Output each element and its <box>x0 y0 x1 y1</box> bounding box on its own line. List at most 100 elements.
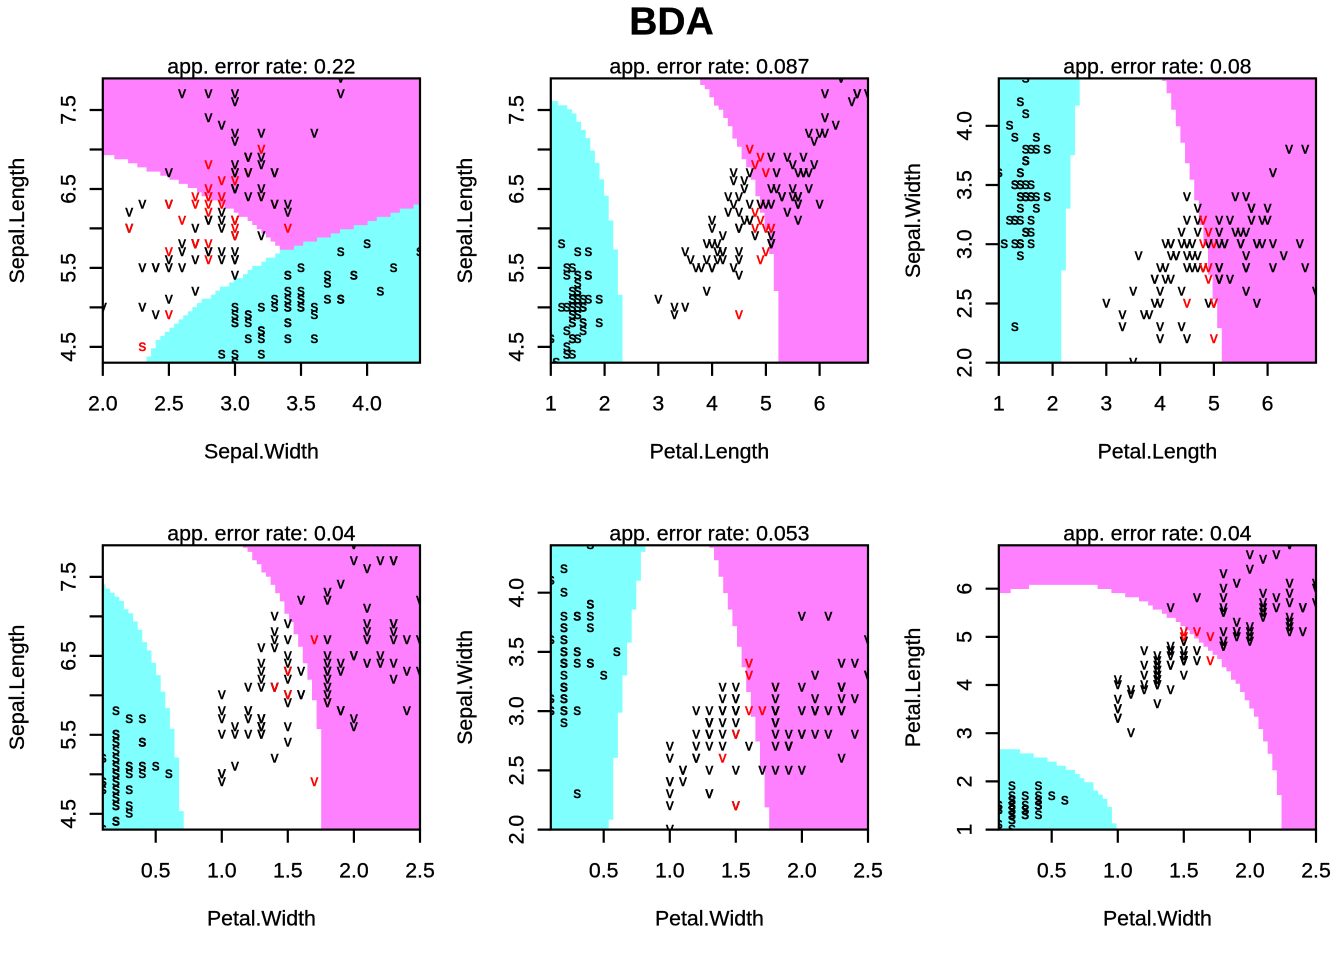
svg-text:v: v <box>205 188 213 205</box>
svg-text:s: s <box>995 816 1003 833</box>
svg-text:s: s <box>547 330 555 347</box>
svg-text:s: s <box>258 346 266 363</box>
svg-text:s: s <box>574 243 582 260</box>
svg-text:s: s <box>574 290 582 307</box>
svg-text:v: v <box>1280 247 1288 264</box>
svg-text:s: s <box>574 330 582 347</box>
svg-text:v: v <box>1220 623 1228 640</box>
svg-text:6.5: 6.5 <box>56 641 80 671</box>
svg-text:v: v <box>218 243 226 260</box>
svg-text:v: v <box>416 631 424 648</box>
svg-text:v: v <box>864 85 872 102</box>
svg-text:v: v <box>231 180 239 197</box>
svg-text:v: v <box>1253 294 1261 311</box>
svg-text:s: s <box>1021 801 1029 818</box>
svg-text:v: v <box>377 647 385 664</box>
svg-text:v: v <box>178 235 186 252</box>
svg-text:v: v <box>1286 613 1294 630</box>
svg-text:s: s <box>552 354 560 371</box>
svg-text:v: v <box>735 219 743 236</box>
svg-text:v: v <box>1180 623 1188 640</box>
svg-text:3: 3 <box>952 727 976 739</box>
svg-text:s: s <box>1008 796 1016 813</box>
svg-text:s: s <box>337 290 345 307</box>
svg-text:v: v <box>767 219 775 236</box>
svg-text:s: s <box>568 306 576 323</box>
svg-text:v: v <box>805 180 813 197</box>
svg-text:s: s <box>112 765 120 782</box>
svg-text:4.0: 4.0 <box>352 391 382 415</box>
svg-text:s: s <box>1027 140 1035 157</box>
svg-text:v: v <box>139 259 147 276</box>
svg-text:v: v <box>767 227 775 244</box>
svg-text:v: v <box>772 702 780 719</box>
svg-text:v: v <box>1299 599 1307 616</box>
svg-text:v: v <box>1205 223 1213 240</box>
svg-text:s: s <box>1022 69 1030 86</box>
svg-text:v: v <box>231 164 239 181</box>
svg-text:v: v <box>1296 235 1304 252</box>
svg-text:v: v <box>1183 188 1191 205</box>
svg-text:s: s <box>390 259 398 276</box>
svg-text:v: v <box>732 714 740 731</box>
svg-text:s: s <box>284 290 292 307</box>
svg-text:v: v <box>258 156 266 173</box>
svg-text:v: v <box>719 738 727 755</box>
svg-text:s: s <box>1022 188 1030 205</box>
svg-text:0.5: 0.5 <box>1037 858 1067 882</box>
svg-text:5.5: 5.5 <box>56 253 80 283</box>
svg-text:v: v <box>1221 235 1229 252</box>
svg-text:v: v <box>244 702 252 719</box>
svg-text:v: v <box>703 283 711 300</box>
svg-text:s: s <box>125 797 133 814</box>
svg-text:v: v <box>205 243 213 260</box>
svg-text:s: s <box>587 655 595 672</box>
svg-text:s: s <box>310 298 318 315</box>
svg-text:s: s <box>574 306 582 323</box>
svg-text:v: v <box>758 761 766 778</box>
svg-text:v: v <box>297 686 305 703</box>
svg-text:s: s <box>112 781 120 798</box>
svg-text:v: v <box>178 212 186 229</box>
svg-text:v: v <box>1183 259 1191 276</box>
svg-text:v: v <box>785 726 793 743</box>
svg-text:s: s <box>568 330 576 347</box>
svg-text:s: s <box>324 290 332 307</box>
svg-text:s: s <box>574 275 582 292</box>
svg-text:0.5: 0.5 <box>141 858 171 882</box>
svg-text:v: v <box>1286 575 1294 592</box>
svg-text:s: s <box>112 765 120 782</box>
svg-text:s: s <box>112 797 120 814</box>
svg-text:v: v <box>1259 599 1267 616</box>
svg-text:v: v <box>403 663 411 680</box>
svg-text:v: v <box>1180 647 1188 664</box>
svg-text:v: v <box>205 85 213 102</box>
svg-text:s: s <box>1016 235 1024 252</box>
svg-text:v: v <box>324 655 332 672</box>
svg-text:v: v <box>714 251 722 268</box>
svg-text:v: v <box>1167 271 1175 288</box>
svg-text:s: s <box>350 267 358 284</box>
svg-text:v: v <box>1220 589 1228 606</box>
svg-text:s: s <box>297 298 305 315</box>
svg-text:v: v <box>390 655 398 672</box>
svg-text:s: s <box>585 267 593 284</box>
svg-text:s: s <box>1027 188 1035 205</box>
svg-text:v: v <box>258 663 266 680</box>
svg-text:v: v <box>1242 283 1250 300</box>
svg-text:v: v <box>1119 318 1127 335</box>
svg-text:v: v <box>1248 212 1256 229</box>
svg-text:s: s <box>1008 801 1016 818</box>
svg-text:BDA: BDA <box>629 1 714 44</box>
svg-text:s: s <box>1008 796 1016 813</box>
svg-text:v: v <box>692 259 700 276</box>
svg-text:v: v <box>767 196 775 213</box>
svg-text:v: v <box>1199 259 1207 276</box>
svg-text:v: v <box>231 227 239 244</box>
svg-text:v: v <box>244 678 252 695</box>
svg-text:s: s <box>1011 318 1019 335</box>
svg-text:s: s <box>560 584 568 601</box>
svg-text:v: v <box>191 235 199 252</box>
svg-text:s: s <box>1008 801 1016 818</box>
svg-text:s: s <box>1035 777 1043 794</box>
